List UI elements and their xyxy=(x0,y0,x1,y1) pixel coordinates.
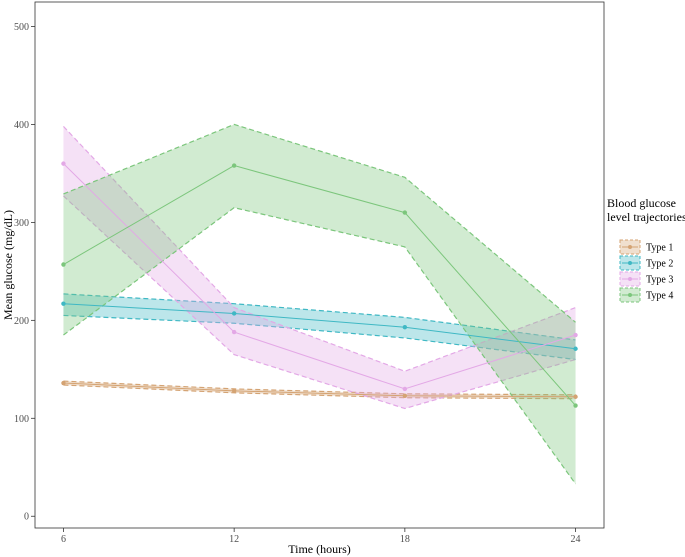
type-4-point xyxy=(402,210,408,215)
type-1-point xyxy=(231,388,237,394)
y-axis-title: Mean glucose (mg/dL) xyxy=(1,210,15,320)
legend-label-type-1: Type 1 xyxy=(646,243,673,254)
type-3-lower-bound xyxy=(63,195,576,410)
legend-label-type-3: Type 3 xyxy=(646,275,673,286)
legend-label-type-2: Type 2 xyxy=(646,259,673,270)
legend-title-line-2: level trajectories xyxy=(607,210,685,224)
type-1-upper-bound xyxy=(63,380,576,396)
legend-title-line-1: Blood glucose xyxy=(607,196,676,210)
legend-item-type-3: Type 3 xyxy=(619,271,673,287)
type-3-band xyxy=(63,126,576,409)
y-tick-label: 100 xyxy=(14,414,29,425)
type-2-point xyxy=(231,311,237,316)
legend-item-type-4: Type 4 xyxy=(619,287,673,303)
type-1-lower-bound xyxy=(63,384,576,400)
type-2-point xyxy=(402,324,408,330)
type-1-point xyxy=(61,380,66,386)
x-axis-title: Time (hours) xyxy=(288,542,351,556)
x-tick-label: 18 xyxy=(400,534,410,545)
type-3-point xyxy=(231,329,237,335)
type-2-lower-bound xyxy=(63,314,576,361)
type-2-point xyxy=(61,301,66,306)
type-2-upper-bound xyxy=(63,293,576,341)
x-axis: 6 12 18 24 xyxy=(61,528,581,545)
series-lines xyxy=(61,161,578,408)
type-4-lower-bound xyxy=(63,207,577,485)
plot-panel xyxy=(34,1,605,529)
y-tick-label: 400 xyxy=(14,120,29,131)
legend: Blood glucose level trajectories Type 1 T… xyxy=(607,196,685,303)
type-3-point xyxy=(402,386,408,392)
type-4-point xyxy=(573,403,578,408)
y-tick-label: 500 xyxy=(14,22,29,33)
confidence-bands xyxy=(63,123,577,485)
type-3-upper-bound xyxy=(63,125,576,372)
x-tick-label: 6 xyxy=(61,534,66,545)
legend-key-point xyxy=(628,245,632,249)
type-3-line xyxy=(63,163,576,390)
y-tick-label: 300 xyxy=(14,218,29,229)
type-4-line xyxy=(63,165,576,406)
legend-key-point xyxy=(628,293,632,297)
x-tick-label: 12 xyxy=(229,534,239,545)
type-4-point xyxy=(231,163,237,168)
y-axis: 0 100 200 300 400 500 xyxy=(14,22,35,523)
legend-label-type-4: Type 4 xyxy=(646,291,673,302)
legend-key-point xyxy=(628,277,632,281)
type-3-point xyxy=(61,161,66,166)
type-2-line xyxy=(63,303,576,350)
type-1-point xyxy=(402,393,408,398)
type-1-line xyxy=(63,382,576,398)
legend-item-type-1: Type 1 xyxy=(619,239,673,255)
type-2-point xyxy=(573,346,578,351)
type-1-point xyxy=(573,394,578,399)
legend-item-type-2: Type 2 xyxy=(619,255,673,271)
type-3-point xyxy=(573,332,578,338)
x-tick-label: 24 xyxy=(571,534,581,545)
y-tick-label: 200 xyxy=(14,316,29,327)
type-4-point xyxy=(61,262,66,267)
y-tick-label: 0 xyxy=(24,512,29,523)
type-4-upper-bound xyxy=(63,123,576,323)
legend-key-point xyxy=(628,261,632,265)
